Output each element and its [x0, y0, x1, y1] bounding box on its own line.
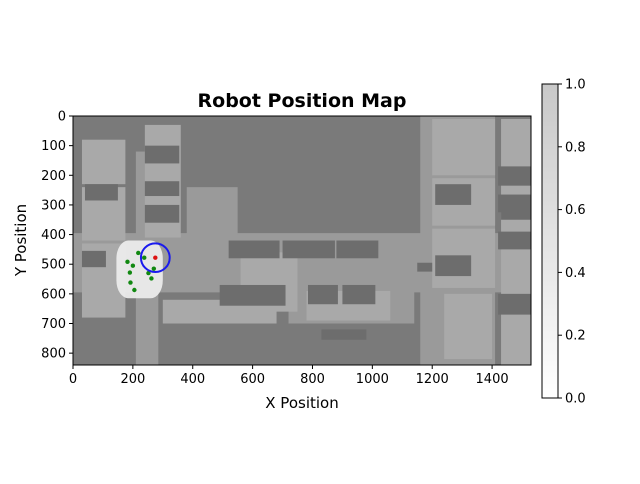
map-block	[321, 329, 367, 340]
trajectory-point	[127, 270, 133, 275]
map-room	[432, 118, 496, 176]
colorbar-gradient	[541, 83, 559, 399]
trajectory-point	[128, 280, 133, 285]
colorbar-tick-label: 0.0	[565, 392, 586, 407]
x-axis: 0 200 400 600 800 1000 1200 1400	[69, 365, 509, 387]
colorbar-tick-label: 1.0	[565, 78, 586, 93]
trajectory-point	[142, 255, 147, 260]
x-tick-label: 200	[120, 372, 145, 387]
map-block	[501, 204, 531, 220]
y-tick-label: 400	[41, 228, 66, 243]
map-block	[144, 145, 180, 164]
y-tick-label: 500	[41, 258, 66, 273]
x-tick-label: 1000	[356, 372, 389, 387]
map-block	[307, 284, 338, 305]
x-axis-label: X Position	[265, 394, 338, 412]
map-block	[435, 255, 472, 277]
map-block	[228, 240, 280, 259]
x-tick-label: 1200	[416, 372, 449, 387]
x-tick-label: 1400	[476, 372, 509, 387]
map-block	[498, 166, 531, 186]
colorbar-tick-label: 0.6	[565, 203, 586, 218]
map-block	[498, 231, 531, 250]
map-block	[81, 250, 106, 268]
map-room	[444, 293, 493, 360]
plot-frame	[72, 115, 532, 366]
map-block	[219, 284, 286, 306]
map-block	[498, 293, 531, 315]
y-axis-label: Y Position	[12, 204, 30, 277]
trajectory-point	[125, 259, 130, 265]
colorbar: 0.0 0.2 0.4 0.6 0.8 1.0	[541, 78, 586, 407]
x-tick-label: 800	[300, 372, 325, 387]
map-block	[417, 262, 433, 272]
map-room	[81, 139, 126, 185]
trajectory-point	[146, 270, 151, 276]
map-block	[144, 181, 180, 197]
x-tick-label: 600	[240, 372, 265, 387]
y-tick-label: 300	[41, 198, 66, 213]
colorbar-tick-label: 0.4	[565, 266, 586, 281]
map-image	[73, 116, 531, 365]
x-tick-label: 0	[69, 372, 77, 387]
trajectory-point	[149, 276, 154, 281]
map-block	[282, 240, 335, 259]
y-tick-label: 200	[41, 169, 66, 184]
trajectory-point	[130, 263, 136, 268]
robot-range-circle	[139, 242, 171, 274]
trajectory-point	[132, 287, 137, 293]
robot-marker	[153, 255, 158, 260]
map-block	[144, 204, 180, 223]
map-corridor	[186, 187, 238, 235]
map-block	[435, 184, 472, 205]
map-block	[336, 240, 379, 259]
map-block	[342, 284, 376, 305]
y-tick-label: 800	[41, 347, 66, 362]
y-axis: 0 100 200 300 400 500 600 700 800	[41, 110, 73, 362]
colorbar-tick-label: 0.2	[565, 329, 586, 344]
chart-title: Robot Position Map	[198, 90, 407, 112]
y-tick-label: 600	[41, 287, 66, 302]
trajectory-point	[151, 266, 157, 271]
trajectory-point	[136, 250, 141, 256]
explored-region	[116, 240, 163, 299]
y-tick-label: 100	[41, 139, 66, 154]
y-tick-label: 0	[58, 110, 66, 125]
map-block	[84, 184, 118, 201]
colorbar-tick-label: 0.8	[565, 140, 586, 155]
x-tick-label: 400	[180, 372, 205, 387]
y-tick-label: 700	[41, 317, 66, 332]
